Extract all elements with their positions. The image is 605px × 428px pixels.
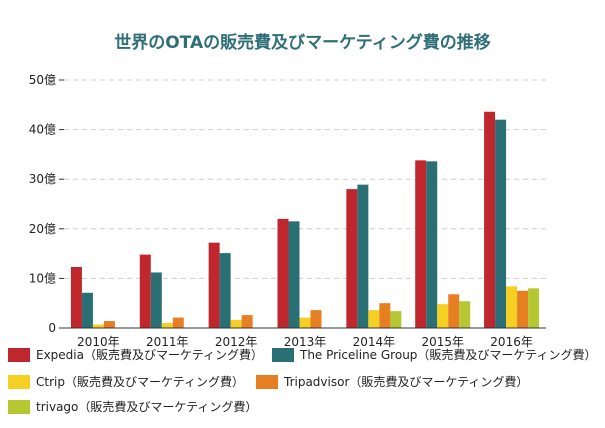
bar [150, 272, 162, 328]
y-tick-label: 0 [48, 321, 56, 335]
x-tick-label: 2014年 [353, 335, 396, 349]
legend-item-expedia[interactable]: Expedia（販売費及びマーケティング費） [8, 346, 263, 363]
legend-label: Ctrip（販売費及びマーケティング費） [36, 375, 245, 389]
x-tick-label: 2013年 [284, 335, 327, 349]
legend-item-trivago[interactable]: trivago（販売費及びマーケティング費） [8, 398, 257, 415]
bar [379, 303, 391, 328]
legend-label: The Priceline Group（販売費及びマーケティング費） [300, 348, 597, 362]
y-tick-label: 20億 [29, 222, 56, 236]
bar [426, 161, 438, 328]
bar [288, 221, 300, 328]
bar [357, 184, 369, 328]
y-tick-label: 40億 [29, 123, 56, 137]
bar [241, 315, 253, 328]
bar [437, 304, 449, 328]
bar [219, 253, 231, 328]
grid-layer [64, 79, 546, 279]
bar [208, 242, 220, 328]
legend-item-tripadvisor[interactable]: Tripadvisor（販売費及びマーケティング費） [256, 373, 528, 390]
y-tick-label: 10億 [29, 271, 56, 285]
bar [415, 160, 427, 328]
bar [528, 288, 540, 328]
bar [230, 320, 242, 328]
bar [495, 119, 507, 329]
bar [92, 324, 104, 328]
y-tick-label: 30億 [29, 172, 56, 186]
legend-swatch [8, 347, 30, 362]
legend-label: Expedia（販売費及びマーケティング費） [36, 348, 264, 362]
bar [484, 111, 496, 328]
x-tick-label: 2011年 [146, 335, 189, 349]
chart-title: 世界のOTAの販売費及びマーケティング費の推移 [114, 33, 491, 53]
bar [310, 310, 322, 328]
x-tick-label: 2012年 [215, 335, 258, 349]
bar [459, 301, 471, 328]
bar [390, 311, 402, 328]
bar [448, 294, 460, 328]
legend-swatch [272, 347, 294, 362]
bar [70, 266, 82, 328]
bar [506, 286, 518, 328]
x-tick-label: 2010年 [77, 335, 120, 349]
axis-layer: 0 10億 20億 30億 40億 50億 2010年 2011年 2012年 2013年 2014… [29, 73, 546, 349]
bar [368, 310, 380, 328]
legend-label: Tripadvisor（販売費及びマーケティング費） [284, 375, 529, 389]
bar [299, 317, 311, 328]
legend-item-priceline[interactable]: The Priceline Group（販売費及びマーケティング費） [272, 346, 596, 363]
legend-item-ctrip[interactable]: Ctrip（販売費及びマーケティング費） [8, 373, 244, 390]
bar [139, 254, 151, 328]
bar [277, 218, 289, 328]
y-tick-label: 50億 [29, 73, 56, 87]
bar [103, 321, 115, 328]
x-tick-label: 2015年 [421, 335, 464, 349]
bar [517, 290, 529, 328]
x-tick-label: 2016年 [490, 335, 533, 349]
bar [172, 317, 184, 328]
bar [161, 323, 173, 328]
bar-layer [70, 111, 540, 329]
legend-swatch [8, 374, 30, 389]
bar [81, 292, 93, 328]
legend-swatch [256, 374, 278, 389]
legend-swatch [8, 399, 30, 414]
legend-label: trivago（販売費及びマーケティング費） [36, 400, 258, 414]
bar [346, 189, 358, 328]
